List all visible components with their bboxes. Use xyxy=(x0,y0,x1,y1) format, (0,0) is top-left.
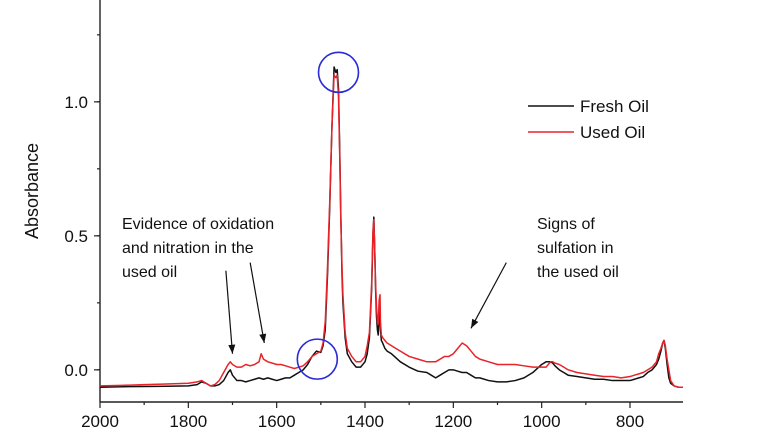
x-tick-label: 1800 xyxy=(169,412,207,431)
y-tick-label: 0.0 xyxy=(64,361,88,380)
x-tick-label: 1600 xyxy=(258,412,296,431)
x-tick-label: 800 xyxy=(616,412,644,431)
series-layer xyxy=(99,66,683,389)
annotation: Evidence of oxidation and nitration in th… xyxy=(122,216,274,354)
series-line-used-oil xyxy=(99,74,683,389)
annotation-text-line: and nitration in the xyxy=(122,240,254,257)
y-tick-label: 1.0 xyxy=(64,93,88,112)
annotation-arrow-line xyxy=(225,270,234,354)
annotation-layer: Evidence of oxidation and nitration in th… xyxy=(122,216,619,354)
axes: 2000 1800 1600 1400 1200 1000 800 0.0 0.5 1.0 Abso… xyxy=(22,0,683,431)
x-tick-label: 1200 xyxy=(434,412,472,431)
annotation-arrow-head xyxy=(471,318,479,329)
x-tick-label: 1400 xyxy=(346,412,384,431)
annotation-text-line: Evidence of oxidation xyxy=(122,216,274,233)
highlight-circle xyxy=(317,51,360,94)
annotation-arrow-line xyxy=(470,262,507,329)
annotation-text-line: used oil xyxy=(122,264,177,281)
highlight-circle xyxy=(296,338,339,380)
annotation-arrow-head xyxy=(259,333,267,344)
y-tick-label: 0.5 xyxy=(64,227,88,246)
annotation-text-line: the used oil xyxy=(537,264,619,281)
x-tick-label: 2000 xyxy=(81,412,119,431)
annotation-arrow-head xyxy=(228,344,236,354)
x-tick-label: 1000 xyxy=(523,412,561,431)
legend-label: Used Oil xyxy=(580,123,645,142)
legend-label: Fresh Oil xyxy=(580,97,649,116)
annotation-arrow-line xyxy=(249,262,265,344)
annotation-text-line: sulfation in xyxy=(537,240,614,257)
legend: Fresh Oil Used Oil xyxy=(528,97,649,142)
highlight-layer xyxy=(296,51,360,380)
series-line-fresh-oil xyxy=(99,66,683,389)
annotation: Signs of sulfation in the used oil xyxy=(470,216,619,329)
annotation-text-line: Signs of xyxy=(537,216,595,233)
y-axis-label: Absorbance xyxy=(22,143,42,239)
